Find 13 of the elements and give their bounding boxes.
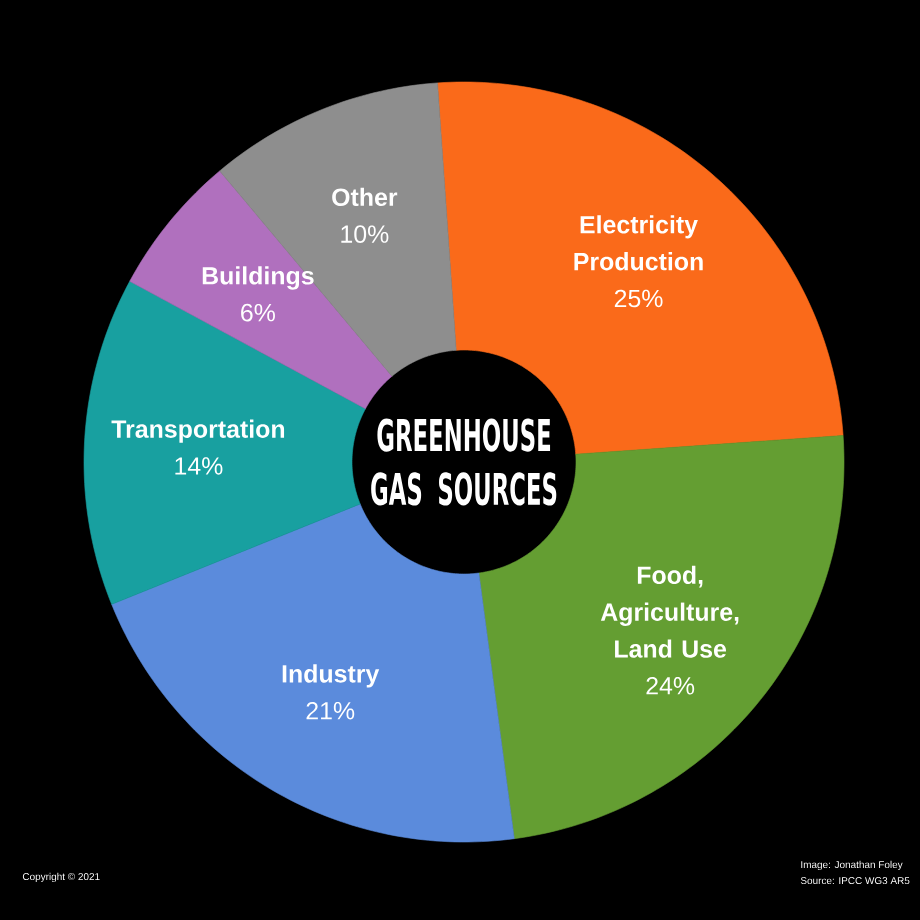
slice-label: Electricity Production bbox=[574, 215, 703, 271]
slice-label: Other bbox=[332, 187, 398, 207]
data-label: 6% bbox=[241, 303, 275, 322]
data-label: 10% bbox=[341, 225, 389, 243]
data-label: 21% bbox=[306, 701, 355, 720]
slice-label: Buildings bbox=[202, 266, 314, 290]
slice-label: Transportation bbox=[111, 419, 285, 443]
slice-label: Industry bbox=[282, 664, 380, 688]
text: GREENHOUSE GAS SOURCES bbox=[371, 418, 557, 506]
data-label: 25% bbox=[614, 289, 663, 308]
slice-label: Food, Agriculture, Land Use bbox=[600, 565, 739, 658]
data-label: 24% bbox=[646, 676, 695, 695]
data-label: 14% bbox=[175, 457, 223, 475]
